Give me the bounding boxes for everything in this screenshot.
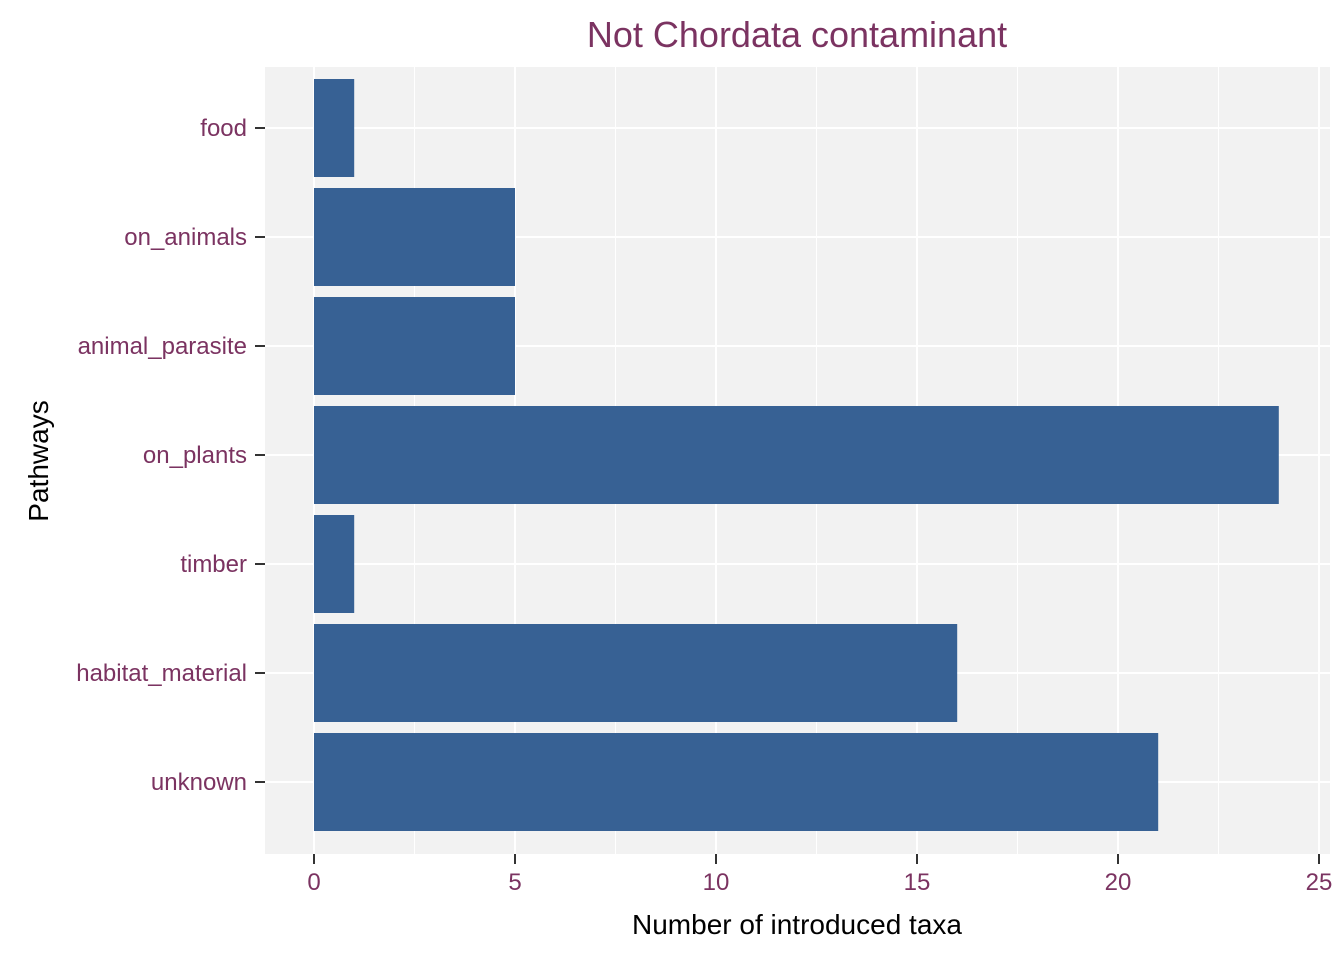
bar-on-animals bbox=[314, 188, 515, 286]
chart-title: Not Chordata contaminant bbox=[587, 14, 1007, 55]
y-tick-label: food bbox=[200, 115, 247, 142]
x-tick-label: 15 bbox=[904, 869, 931, 896]
x-tick-label: 20 bbox=[1105, 869, 1132, 896]
bar-habitat-material bbox=[314, 624, 958, 722]
bar-on-plants bbox=[314, 406, 1279, 504]
bar-unknown bbox=[314, 733, 1159, 831]
y-tick-label: on_animals bbox=[124, 224, 247, 251]
x-tick-label: 10 bbox=[703, 869, 730, 896]
x-axis-title: Number of introduced taxa bbox=[632, 909, 962, 940]
y-tick-label: timber bbox=[180, 551, 247, 578]
x-tick-label: 5 bbox=[508, 869, 521, 896]
y-tick-label: animal_parasite bbox=[78, 333, 247, 360]
y-tick-label: on_plants bbox=[143, 442, 247, 469]
y-tick-label: habitat_material bbox=[76, 660, 247, 687]
bar-timber bbox=[314, 515, 355, 613]
bar-food bbox=[314, 79, 355, 177]
y-tick-label: unknown bbox=[151, 769, 247, 796]
axis-layer: food on_animals animal_parasite on_plantsti… bbox=[76, 115, 1332, 896]
bar-layer bbox=[314, 79, 1279, 831]
x-tick-label: 25 bbox=[1306, 869, 1333, 896]
bar-animal-parasite bbox=[314, 297, 515, 395]
x-tick-label: 0 bbox=[307, 869, 320, 896]
y-axis-title: Pathways bbox=[23, 400, 54, 521]
